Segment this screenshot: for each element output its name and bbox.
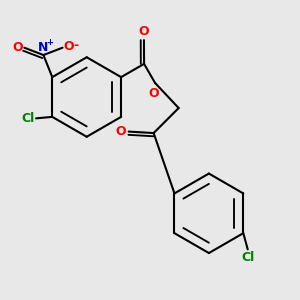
Text: Cl: Cl [21,112,34,125]
Text: O: O [148,87,159,101]
Text: O: O [139,25,149,38]
Text: -: - [73,39,78,52]
Text: N: N [38,41,49,54]
Text: +: + [46,38,53,47]
Text: O: O [12,41,23,54]
Text: O: O [64,40,74,53]
Text: Cl: Cl [241,251,254,264]
Text: O: O [116,125,126,138]
